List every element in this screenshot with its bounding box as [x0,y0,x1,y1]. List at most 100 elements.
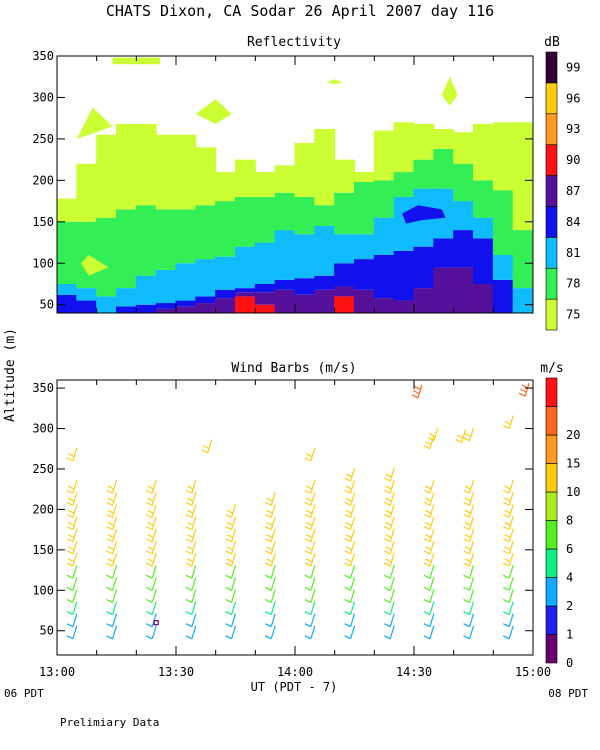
reflectivity-colorbar-level-1: 78 [566,277,580,291]
reflectivity-ytick-label-250: 250 [32,132,54,146]
wind-barb-feather-21-1 [107,546,115,551]
wind-barb-feather-75-1 [266,497,273,502]
wind-barb-shaft-132 [468,625,475,639]
wind-barb-72 [264,528,276,543]
reflectivity-cell-3-0 [116,306,137,313]
reflectivity-colorbar-level-5: 90 [566,153,580,167]
wind-barb-feather-111-0 [383,550,391,555]
reflectivity-colorbar-swatch-8 [545,51,558,84]
wind-barb-feather-146-0 [502,635,510,640]
reflectivity-cell-21-2 [473,217,494,239]
reflectivity-cell-20-1 [453,230,474,268]
reflectivity-cell-1-0 [76,300,98,313]
wind-barb-shaft-60 [230,540,237,555]
wind-barb-feather-143-1 [464,497,472,502]
reflectivity-cell-23-0 [512,288,534,313]
wind-barb-116 [383,480,395,494]
reflectivity-colorbar-swatch-2 [545,237,558,269]
reflectivity-cell-2-0 [96,296,117,313]
reflectivity-cell-12-3 [294,196,316,235]
wind-barb-130 [423,480,435,494]
wind-barb-shaft-24 [111,504,118,518]
wind-barb-feather-110-0 [383,562,391,567]
wind-barb-feather-145-1 [464,432,472,438]
wind-barb-feather-29-0 [145,611,153,616]
wind-barb-shaft-10 [72,504,78,518]
wind-barb-feather-114-1 [385,509,392,514]
wind-barb-feather-154-0 [502,538,510,543]
wind-barb-feather-143-0 [463,501,470,506]
wind-barb-feather-138-1 [464,558,472,563]
wind-barb-shaft-21 [111,540,118,555]
wind-barb-75 [264,492,276,506]
reflectivity-cell-12-4 [294,143,316,197]
wind-barb-84 [304,528,316,543]
wind-barb-feather-157-0 [502,501,510,506]
wind-colorbar-level-0: 0 [566,656,573,670]
reflectivity-cell-3-1 [116,288,137,307]
wind-barb-feather-155-0 [502,526,510,531]
wind-barb-142 [463,504,475,519]
wind-barb-shaft-5 [72,564,78,579]
reflectivity-cell-21-1 [473,238,494,284]
wind-barb-15 [106,613,118,628]
wind-barb-feather-115-1 [385,497,392,502]
reflectivity-cell-22-2 [492,190,514,255]
wind-barb-shaft-36 [151,516,157,530]
wind-ytick-label-150: 150 [32,543,54,557]
wind-barb-shaft-138 [468,552,475,567]
wind-barb-shaft-57 [230,577,237,591]
wind-barb-shaft-71 [270,540,276,555]
wind-barb-feather-113-1 [385,521,392,527]
reflectivity-cell-15-4 [354,172,375,183]
wind-barb-feather-87-0 [304,501,312,506]
wind-barb-feather-36-1 [147,521,154,527]
wind-barb-shaft-0 [72,625,78,639]
wind-barb-shaft-150 [508,577,514,591]
wind-barb-106 [383,601,395,616]
wind-barb-feather-105-0 [383,623,391,628]
wind-barb-feather-34-1 [147,546,154,551]
wind-barb-shaft-19 [111,564,118,579]
wind-barb-shaft-63 [230,504,237,518]
wind-barb-feather-75-0 [264,501,272,506]
wind-barb-feather-5-0 [66,574,74,579]
wind-barb-feather-73-0 [264,526,272,531]
wind-barb-shaft-154 [508,528,514,542]
wind-barb-40 [185,625,197,640]
reflectivity-cell-6-0 [175,306,197,313]
wind-barb-shaft-11 [72,492,78,506]
wind-barb-shaft-20 [111,552,118,567]
reflectivity-cell-22-1 [492,254,514,280]
wind-barb-feather-91-0 [344,623,351,628]
wind-barb-shaft-15 [111,613,118,627]
wind-barb-feather-89-0 [304,457,312,462]
wind-barb-shaft-3 [72,589,78,603]
wind-barb-145 [463,427,475,442]
wind-barb-129 [423,492,435,506]
wind-barb-144 [463,480,475,494]
wind-barb-feather-71-0 [264,550,272,555]
wind-colorbar-label: m/s [540,361,563,376]
wind-barb-103 [344,467,356,482]
wind-barb-feather-48-1 [186,534,194,539]
wind-barb-feather-6-1 [67,558,75,563]
wind-barb-157 [502,492,514,506]
wind-barb-feather-94-0 [344,586,351,591]
reflectivity-cell-7-3 [195,205,217,260]
wind-barb-shaft-164 [524,383,530,397]
wind-barb-feather-124-0 [423,562,431,567]
wind-barb-22 [106,528,118,543]
wind-barb-134 [463,601,475,616]
wind-barb-shaft-77 [310,613,316,627]
wind-barb-shaft-135 [468,589,475,603]
wind-barb-shaft-110 [389,552,395,567]
wind-barb-shaft-9 [72,516,78,530]
wind-barb-feather-110-1 [385,558,392,563]
reflectivity-cell-9-2 [235,288,256,293]
wind-barb-112 [383,528,395,543]
wind-barb-feather-32-0 [145,574,153,579]
wind-barb-shaft-125 [429,540,435,555]
wind-colorbar-level-5: 8 [566,514,573,528]
wind-colorbar-level-4: 6 [566,542,573,556]
